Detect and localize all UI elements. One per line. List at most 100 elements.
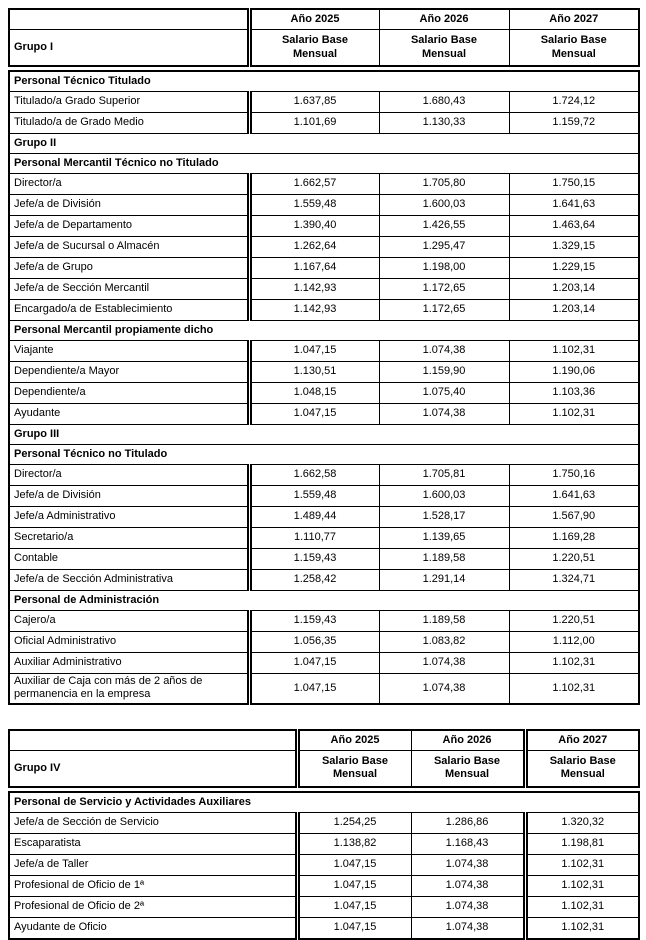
category-cell: Auxiliar de Caja con más de 2 años de pe… <box>8 672 250 705</box>
category-cell: Oficial Administrativo <box>8 631 250 653</box>
salary-value-cell: 1.102,31 <box>508 672 640 705</box>
salary-value-cell: 1.047,15 <box>294 895 412 918</box>
table-row: Dependiente/a 1.048,15 1.075,40 1.103,36 <box>8 382 640 404</box>
section-label-cell: Grupo II <box>8 133 640 154</box>
salary-value-cell: 1.102,31 <box>522 916 640 940</box>
table-row: Jefe/a de Grupo 1.167,64 1.198,00 1.229,15 <box>8 257 640 279</box>
salary-base-header-cell: Salario Base Mensual <box>508 29 640 67</box>
section-row: Personal de Administración <box>8 590 640 611</box>
salary-value-cell: 1.056,35 <box>246 631 380 653</box>
salary-value-cell: 1.750,16 <box>508 464 640 486</box>
salary-value-cell: 1.220,51 <box>508 548 640 570</box>
table-row: Encargado/a de Establecimiento 1.142,93 1.… <box>8 299 640 321</box>
salary-value-cell: 1.724,12 <box>508 91 640 113</box>
salary-table-grupo-iv: Año 2025 Año 2026 Año 2027 Grupo IV Salario … <box>8 728 641 940</box>
salary-value-cell: 1.074,38 <box>410 895 526 918</box>
salary-value-cell: 1.102,31 <box>508 403 640 425</box>
table-row: Jefe/a de Departamento 1.390,40 1.426,55 1.… <box>8 215 640 237</box>
salary-value-cell: 1.600,03 <box>378 194 510 216</box>
salary-value-cell: 1.102,31 <box>508 652 640 674</box>
category-cell: Cajero/a <box>8 610 250 632</box>
salary-base-header-cell: Salario Base Mensual <box>246 29 380 67</box>
group-label-cell: Grupo IV <box>8 749 298 788</box>
category-cell: Jefe/a de División <box>8 194 250 216</box>
salary-value-cell: 1.074,38 <box>410 874 526 897</box>
section-row: Grupo II <box>8 133 640 154</box>
salary-value-cell: 1.102,31 <box>522 874 640 897</box>
category-cell: Jefe/a de Departamento <box>8 215 250 237</box>
salary-value-cell: 1.159,72 <box>508 112 640 134</box>
salary-base-header-label: Salario Base Mensual <box>281 34 349 60</box>
category-cell: Jefe/a de Sucursal o Almacén <box>8 236 250 258</box>
salary-value-cell: 1.641,63 <box>508 485 640 507</box>
category-cell: Ayudante <box>8 403 250 425</box>
salary-value-cell: 1.528,17 <box>378 506 510 528</box>
salary-value-cell: 1.074,38 <box>410 853 526 876</box>
salary-value-cell: 1.172,65 <box>378 299 510 321</box>
year-header-row: Año 2025 Año 2026 Año 2027 <box>8 729 640 751</box>
salary-value-cell: 1.047,15 <box>246 340 380 362</box>
table-row: Profesional de Oficio de 1ª 1.047,15 1.074… <box>8 874 640 897</box>
salary-value-cell: 1.426,55 <box>378 215 510 237</box>
salary-table-header-grupo-iv: Año 2025 Año 2026 Año 2027 Grupo IV Salario … <box>8 728 640 788</box>
salary-value-cell: 1.083,82 <box>378 631 510 653</box>
category-cell: Jefe/a de División <box>8 485 250 507</box>
category-cell: Ayudante de Oficio <box>8 916 298 940</box>
table-row: Jefe/a de Taller 1.047,15 1.074,38 1.102,31 <box>8 853 640 876</box>
table-row: Auxiliar de Caja con más de 2 años de pe… <box>8 672 640 705</box>
salary-value-cell: 1.203,14 <box>508 299 640 321</box>
category-cell: Director/a <box>8 173 250 195</box>
salary-table-grupo-i: Año 2025 Año 2026 Año 2027 Grupo I Salario B… <box>8 8 641 705</box>
category-cell: Titulado/a Grado Superior <box>8 91 250 113</box>
salary-value-cell: 1.662,58 <box>246 464 380 486</box>
tables-root: Año 2025 Año 2026 Año 2027 Grupo I Salario B… <box>8 8 641 940</box>
section-label-cell: Personal Técnico no Titulado <box>8 444 640 465</box>
year-header-row: Año 2025 Año 2026 Año 2027 <box>8 8 640 30</box>
salary-value-cell: 1.139,65 <box>378 527 510 549</box>
salary-value-cell: 1.103,36 <box>508 382 640 404</box>
salary-value-cell: 1.559,48 <box>246 194 380 216</box>
category-cell: Profesional de Oficio de 2ª <box>8 895 298 918</box>
salary-value-cell: 1.130,51 <box>246 361 380 383</box>
salary-value-cell: 1.048,15 <box>246 382 380 404</box>
category-cell: Secretario/a <box>8 527 250 549</box>
section-row: Personal de Servicio y Actividades Auxil… <box>8 791 640 813</box>
salary-value-cell: 1.047,15 <box>294 916 412 940</box>
salary-value-cell: 1.047,15 <box>246 672 380 705</box>
corner-cell <box>8 8 250 30</box>
salary-value-cell: 1.705,80 <box>378 173 510 195</box>
salary-value-cell: 1.138,82 <box>294 832 412 855</box>
table-row: Auxiliar Administrativo 1.047,15 1.074,38 1… <box>8 652 640 674</box>
category-cell: Jefe/a de Taller <box>8 853 298 876</box>
salary-value-cell: 1.112,00 <box>508 631 640 653</box>
group-label-cell: Grupo I <box>8 29 250 67</box>
table-row: Titulado/a Grado Superior 1.637,85 1.680,4… <box>8 91 640 113</box>
table-row: Jefe/a Administrativo 1.489,44 1.528,17 1.5… <box>8 506 640 528</box>
salary-value-cell: 1.559,48 <box>246 485 380 507</box>
salary-table-body-grupo-i: Personal Técnico Titulado Titulado/a Grad… <box>8 70 641 705</box>
salary-value-cell: 1.641,63 <box>508 194 640 216</box>
salary-value-cell: 1.324,71 <box>508 569 640 591</box>
salary-value-cell: 1.262,64 <box>246 236 380 258</box>
table-row: Profesional de Oficio de 2ª 1.047,15 1.074… <box>8 895 640 918</box>
category-cell: Viajante <box>8 340 250 362</box>
salary-value-cell: 1.074,38 <box>378 652 510 674</box>
section-label-cell: Grupo III <box>8 424 640 445</box>
table-row: Ayudante 1.047,15 1.074,38 1.102,31 <box>8 403 640 425</box>
salary-base-header-label: Salario Base Mensual <box>410 34 478 60</box>
category-cell: Director/a <box>8 464 250 486</box>
category-cell: Dependiente/a Mayor <box>8 361 250 383</box>
section-label-cell: Personal Mercantil propiamente dicho <box>8 320 640 341</box>
salary-value-cell: 1.172,65 <box>378 278 510 300</box>
salary-base-header-cell: Salario Base Mensual <box>378 29 510 67</box>
year-header-cell: Año 2026 <box>410 729 526 751</box>
group-header-row: Grupo I Salario Base Mensual Salario Base … <box>8 29 640 67</box>
category-cell: Profesional de Oficio de 1ª <box>8 874 298 897</box>
table-row: Escaparatista 1.138,82 1.168,43 1.198,81 <box>8 832 640 855</box>
salary-value-cell: 1.680,43 <box>378 91 510 113</box>
category-cell: Jefe/a de Sección Administrativa <box>8 569 250 591</box>
table-row: Titulado/a de Grado Medio 1.101,69 1.130,3… <box>8 112 640 134</box>
salary-base-header-label: Salario Base Mensual <box>549 754 616 781</box>
salary-value-cell: 1.101,69 <box>246 112 380 134</box>
salary-value-cell: 1.047,15 <box>246 403 380 425</box>
